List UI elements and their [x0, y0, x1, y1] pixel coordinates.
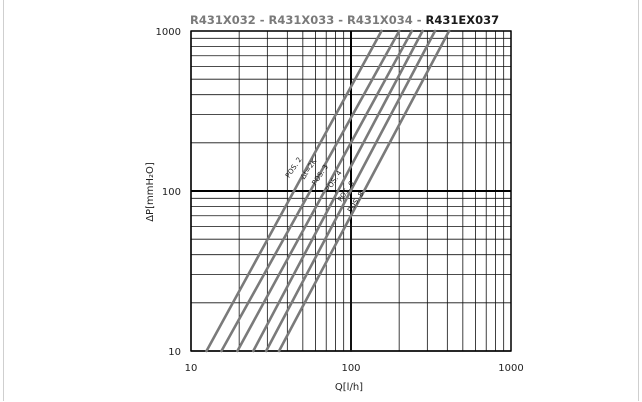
- x-tick-label: 10: [185, 363, 198, 374]
- series-line: [220, 29, 401, 353]
- x-axis-label: Q[l/h]: [335, 382, 363, 393]
- chart-title: R431X032 - R431X033 - R431X034 - R431EX0…: [190, 13, 499, 27]
- chart-title-part: -: [334, 13, 347, 27]
- chart-title-part: R431EX037: [426, 13, 500, 27]
- series-line: [205, 29, 383, 353]
- series-line: [264, 29, 437, 353]
- series-line: [251, 29, 424, 353]
- curve-label: POS. 4: [324, 169, 344, 193]
- chart-title-part: R431X034: [347, 13, 413, 27]
- chart-title-part: -: [256, 13, 269, 27]
- x-tick-label: 1000: [498, 363, 523, 374]
- y-tick-label: 100: [162, 187, 181, 198]
- series-line: [277, 29, 451, 353]
- x-tick-label: 100: [341, 363, 360, 374]
- chart-title-part: R431X033: [269, 13, 335, 27]
- chart-frame: POS. 2 Δt=2K POS. 3 POS. 4 POS. 6 POS. 8 10 10…: [3, 0, 639, 401]
- y-tick-label: 10: [168, 347, 181, 358]
- chart-title-part: R431X032: [190, 13, 256, 27]
- series-line: [236, 29, 414, 353]
- y-axis-label: ΔP[mmH₂O]: [145, 162, 156, 222]
- axes: 10 100 1000 10 100 1000: [156, 27, 524, 374]
- chart-title-part: -: [413, 13, 426, 27]
- series-lines: [205, 29, 451, 353]
- y-tick-label: 1000: [156, 27, 181, 38]
